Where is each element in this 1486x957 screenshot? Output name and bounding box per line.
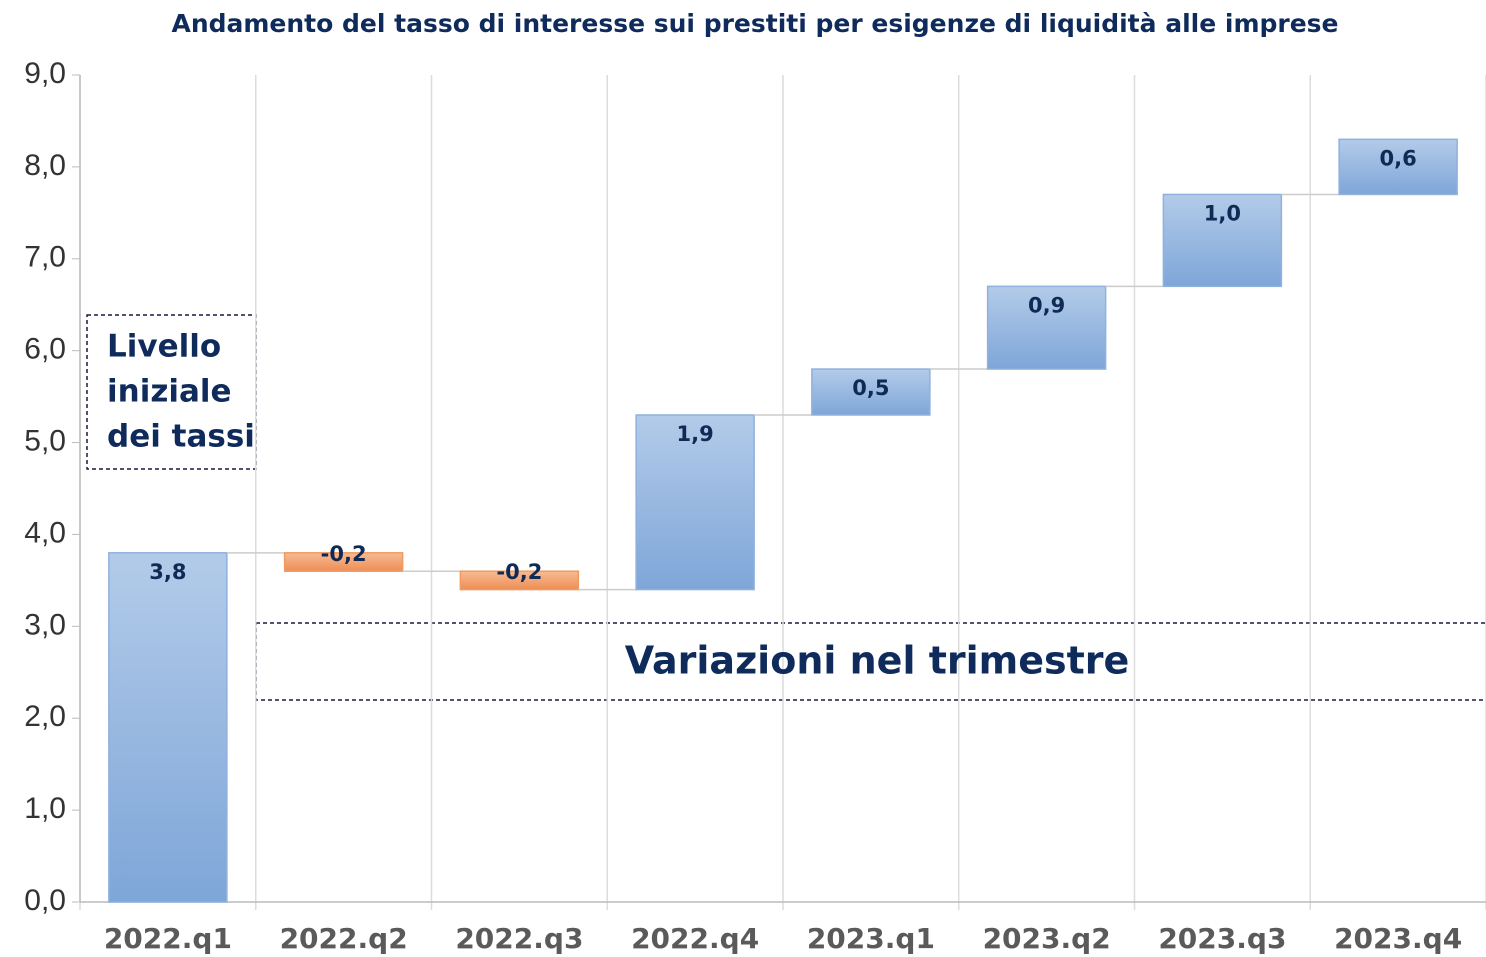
- annotation: Variazioni nel trimestre: [625, 639, 1130, 683]
- y-tick-label: 0,0: [24, 884, 66, 917]
- x-tick-label: 2023.q4: [1334, 922, 1462, 955]
- data-label: 1,9: [677, 422, 714, 446]
- x-tick-label: 2023.q2: [983, 922, 1111, 955]
- x-tick-label: 2023.q1: [807, 922, 935, 955]
- bar: [283, 552, 404, 572]
- x-tick-label: 2023.q3: [1158, 922, 1286, 955]
- bar: [635, 414, 755, 591]
- data-label: 0,6: [1380, 146, 1417, 170]
- y-tick-label: 8,0: [24, 149, 66, 182]
- y-tick-label: 7,0: [24, 241, 66, 274]
- bar: [108, 552, 228, 903]
- bar: [986, 285, 1107, 370]
- y-tick-label: 9,0: [24, 57, 66, 90]
- data-label: 0,9: [1028, 293, 1065, 317]
- bar: [1162, 193, 1283, 288]
- annotation: dei tassi: [107, 419, 255, 455]
- annotation: iniziale: [107, 374, 232, 410]
- y-tick-label: 5,0: [24, 424, 66, 457]
- x-tick-label: 2022.q2: [280, 922, 408, 955]
- data-label: 3,8: [149, 560, 186, 584]
- bar: [459, 570, 580, 591]
- data-label: 0,5: [852, 376, 889, 400]
- data-label: 1,0: [1204, 201, 1241, 225]
- data-label: -0,2: [496, 560, 542, 584]
- x-tick-label: 2022.q1: [104, 922, 232, 955]
- y-tick-label: 6,0: [24, 333, 66, 366]
- y-tick-label: 1,0: [24, 792, 66, 825]
- bar: [1338, 138, 1458, 196]
- annotation-box: [255, 622, 1486, 701]
- x-tick-label: 2022.q4: [631, 922, 759, 955]
- bar: [811, 368, 931, 416]
- x-tick-label: 2022.q3: [455, 922, 583, 955]
- data-label: -0,2: [321, 542, 367, 566]
- y-tick-label: 2,0: [24, 700, 66, 733]
- y-tick-label: 4,0: [24, 516, 66, 549]
- y-tick-label: 3,0: [24, 608, 66, 641]
- chart-title: Andamento del tasso di interesse sui pre…: [171, 9, 1338, 38]
- annotation: Livello: [107, 329, 221, 365]
